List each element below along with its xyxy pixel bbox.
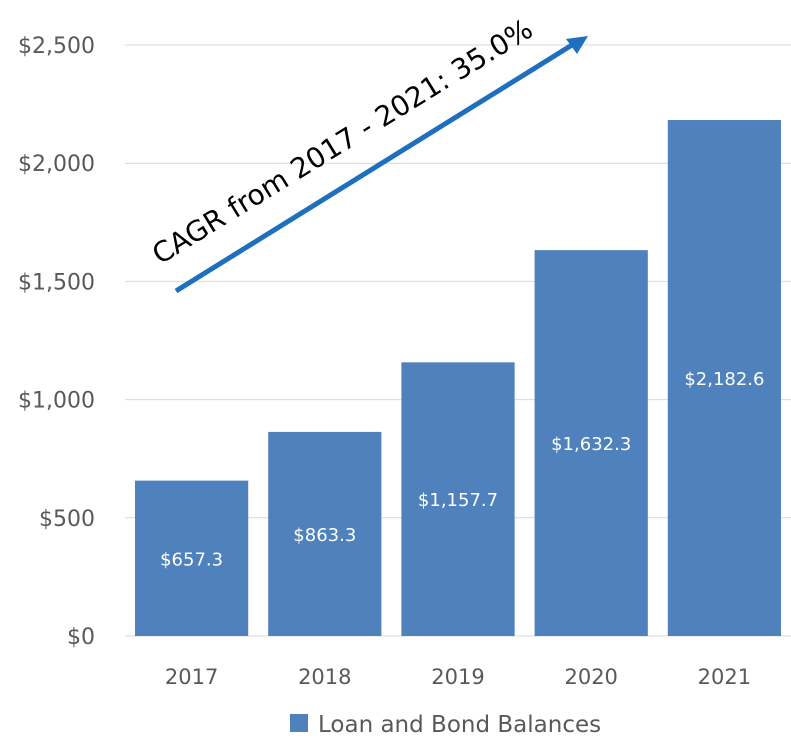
y-tick-label: $1,500 <box>18 270 95 295</box>
data-labels: $657.3 $863.3 $1,157.7 $1,632.3 $2,182.6 <box>160 369 764 570</box>
y-tick-label: $500 <box>39 507 95 532</box>
data-label: $657.3 <box>160 549 223 570</box>
data-label: $863.3 <box>293 525 356 546</box>
x-axis-ticks: 2017 2018 2019 2020 2021 <box>165 665 751 689</box>
x-tick-label: 2021 <box>698 665 751 689</box>
bar <box>401 362 515 636</box>
x-tick-label: 2020 <box>564 665 617 689</box>
y-tick-label: $1,000 <box>18 389 95 414</box>
bar <box>134 480 249 636</box>
cagr-arrow-head <box>566 36 588 54</box>
x-tick-label: 2019 <box>431 665 484 689</box>
data-label: $1,157.7 <box>418 490 498 511</box>
x-tick-label: 2018 <box>298 665 351 689</box>
bars <box>134 120 782 637</box>
legend-label: Loan and Bond Balances <box>318 712 601 738</box>
y-axis-ticks: $0 $500 $1,000 $1,500 $2,000 $2,500 <box>18 34 95 650</box>
bar <box>268 431 382 636</box>
legend: Loan and Bond Balances <box>290 712 601 738</box>
data-label: $2,182.6 <box>684 369 764 390</box>
y-tick-label: $2,500 <box>18 34 95 59</box>
cagr-annotation: CAGR from 2017 - 2021: 35.0% <box>146 12 588 294</box>
cagr-annotation-text: CAGR from 2017 - 2021: 35.0% <box>146 12 538 271</box>
bar <box>667 120 782 636</box>
x-tick-label: 2017 <box>165 665 218 689</box>
y-tick-label: $2,000 <box>18 152 95 177</box>
y-tick-label: $0 <box>67 625 95 650</box>
legend-swatch <box>290 714 308 732</box>
data-label: $1,632.3 <box>551 434 631 455</box>
bar <box>534 250 648 637</box>
cagr-arrow <box>174 42 574 294</box>
